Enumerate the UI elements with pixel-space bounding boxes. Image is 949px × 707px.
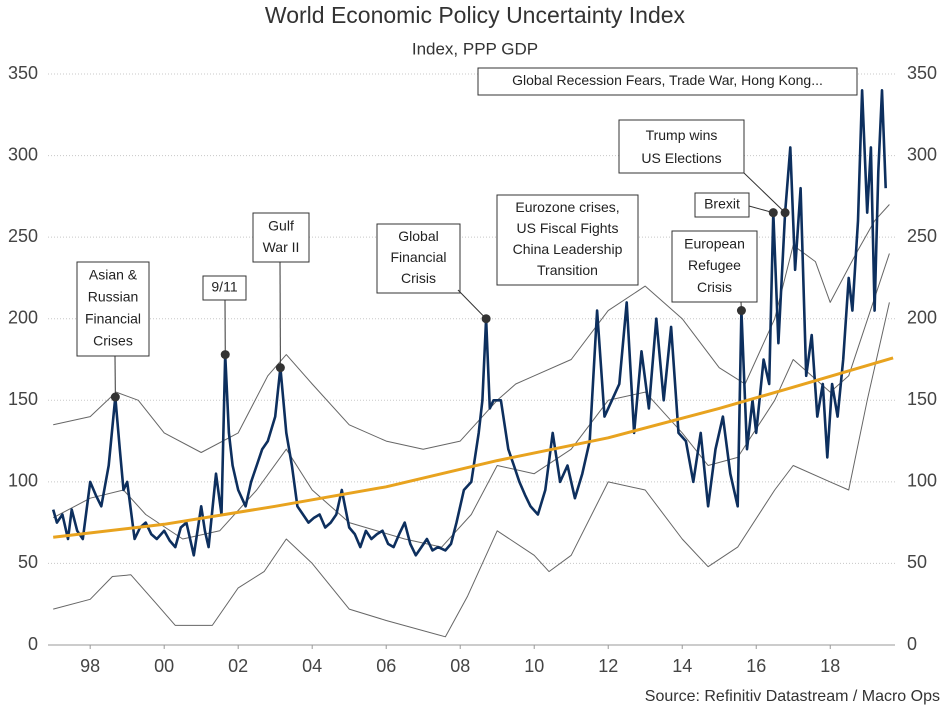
y2-tick-label: 250 (907, 226, 937, 246)
annotation-box (202, 275, 247, 301)
y2-tick-label: 50 (907, 552, 927, 572)
annotation-leader (457, 289, 487, 320)
annotation-text: European (684, 236, 745, 252)
annotation-text: Global Recession Fears, Trade War, Hong … (512, 72, 823, 88)
annotation-dot (110, 392, 120, 402)
x-tick-label: 04 (302, 656, 322, 676)
annotation-box (477, 67, 858, 96)
x-tick-label: 12 (598, 656, 618, 676)
y2-tick-label: 150 (907, 389, 937, 409)
series-line (53, 302, 890, 638)
y-tick-label: 300 (8, 144, 38, 164)
annotation-box (496, 194, 639, 286)
annotation-text: China Leadership (513, 241, 623, 257)
y-tick-label: 150 (8, 389, 38, 409)
annotation: 9/11 (202, 275, 247, 360)
annotation-text: Financial (85, 311, 141, 327)
y-tick-label: 0 (28, 634, 38, 654)
y-tick-label: 50 (18, 552, 38, 572)
annotation-dot (275, 363, 285, 373)
y2-tick-label: 300 (907, 144, 937, 164)
y-tick-label: 250 (8, 226, 38, 246)
annotation-text: Eurozone crises, (515, 199, 619, 215)
annotation: Eurozone crises, US Fiscal Fights China Le… (496, 194, 639, 286)
annotation-text: Crisis (697, 279, 732, 295)
annotation-text: Refugee (688, 257, 741, 273)
x-tick-label: 98 (80, 656, 100, 676)
series-line (51, 89, 887, 557)
series-line (53, 356, 894, 539)
x-tick-label: 06 (376, 656, 396, 676)
y2-tick-label: 200 (907, 307, 937, 327)
annotation-box (76, 261, 150, 357)
annotation: Global Recession Fears, Trade War, Hong … (477, 67, 858, 96)
x-tick-label: 10 (524, 656, 544, 676)
annotation-dot (780, 208, 790, 218)
y-tick-label: 350 (8, 63, 38, 83)
annotation-text: Transition (537, 262, 598, 278)
annotation-box (671, 230, 758, 303)
y-tick-label: 200 (8, 307, 38, 327)
annotation-box (694, 192, 750, 218)
annotation-box (618, 119, 745, 174)
y2-tick-label: 350 (907, 63, 937, 83)
annotation: Trump wins US Elections (618, 119, 790, 218)
annotation-text: Gulf (268, 217, 294, 233)
annotation: Global Financial Crisis (376, 223, 491, 324)
annotation-dot (736, 306, 746, 316)
chart-subtitle: Index, PPP GDP (412, 39, 538, 58)
annotation-dot (481, 314, 491, 324)
y2-tick-label: 100 (907, 471, 937, 491)
annotation-text: Asian & (89, 267, 138, 283)
source-note: Source: Refinitiv Datastream / Macro Ops (645, 688, 940, 705)
annotation: European Refugee Crisis (671, 230, 758, 316)
annotation-text: Global (398, 228, 438, 244)
annotation: Asian & Russian Financial Crises (76, 261, 150, 402)
annotation-text: Crises (93, 333, 133, 349)
annotation: Gulf War II (252, 212, 310, 373)
y-tick-label: 100 (8, 471, 38, 491)
x-tick-label: 02 (228, 656, 248, 676)
x-tick-label: 16 (746, 656, 766, 676)
x-tick-label: 18 (820, 656, 840, 676)
annotation-text: Financial (390, 249, 446, 265)
annotation-leader (743, 172, 786, 214)
annotation-text: Russian (88, 289, 139, 305)
annotation-dot (220, 350, 230, 360)
annotation-text: War II (263, 239, 300, 255)
annotation-text: US Elections (641, 150, 721, 166)
y2-tick-label: 0 (907, 634, 917, 654)
chart-title: World Economic Policy Uncertainty Index (265, 2, 686, 28)
annotation-text: Brexit (704, 196, 740, 212)
annotation-text: 9/11 (211, 279, 237, 295)
annotation-text: US Fiscal Fights (517, 220, 619, 236)
x-tick-label: 08 (450, 656, 470, 676)
x-tick-label: 14 (672, 656, 692, 676)
series-line (53, 204, 890, 453)
annotation-box (376, 223, 461, 294)
annotation-dot (768, 208, 778, 218)
annotation-text: Trump wins (646, 127, 718, 143)
x-tick-label: 00 (154, 656, 174, 676)
annotation: Brexit (694, 192, 778, 218)
annotation-box (252, 212, 310, 263)
annotation-text: Crisis (401, 270, 436, 286)
